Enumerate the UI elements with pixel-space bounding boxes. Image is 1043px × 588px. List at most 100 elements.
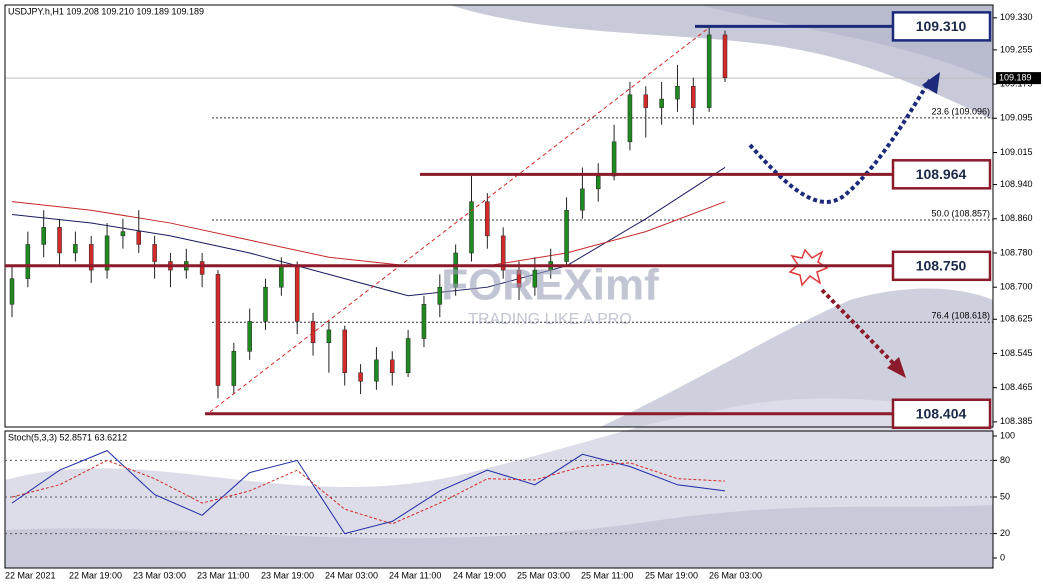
candle-body [722, 34, 728, 78]
candle-body [215, 274, 221, 386]
x-tick-label: 22 Mar 2021 [5, 570, 56, 580]
y-tick-label: 109.330 [1000, 12, 1033, 22]
candle-body [263, 286, 268, 322]
level-label: 108.750 [916, 258, 967, 274]
x-tick-label: 26 Mar 03:00 [709, 570, 762, 580]
candle-body [691, 85, 696, 108]
level-label: 108.964 [916, 166, 967, 182]
candle-body [659, 98, 664, 108]
candle-body [294, 265, 300, 322]
x-tick-label: 23 Mar 11:00 [197, 570, 249, 580]
current-price-box [996, 72, 1041, 85]
breakout-star [788, 248, 829, 287]
trend-line [209, 26, 711, 413]
y-tick-label: 108.625 [1000, 314, 1033, 324]
stoch-line [11, 459, 726, 525]
candle-body [706, 34, 712, 108]
stoch-line [11, 450, 726, 535]
stoch-tick-label: 0 [1000, 552, 1005, 562]
x-tick-label: 23 Mar 03:00 [133, 570, 186, 580]
watermark: FOREXimf [441, 261, 659, 310]
candle-body [25, 244, 31, 279]
stoch-frame [4, 430, 994, 569]
candle-body [358, 372, 363, 382]
candle-body [104, 235, 110, 271]
candle-body [437, 286, 443, 305]
forecast-arrow [748, 78, 932, 204]
candle-body [564, 209, 569, 262]
candle-body [88, 244, 94, 271]
x-tick-label: 22 Mar 19:00 [69, 570, 122, 580]
watermark-sub: TRADING LIKE A PRO [468, 311, 632, 328]
candle-body [342, 329, 347, 373]
y-tick-label: 108.545 [1000, 348, 1033, 358]
y-tick-label: 109.095 [1000, 113, 1033, 123]
y-tick-label: 109.255 [1000, 44, 1033, 54]
candle-body [231, 351, 237, 386]
y-tick-label: 109.015 [1000, 147, 1033, 157]
level-box [891, 250, 992, 282]
candle-body [136, 231, 142, 245]
candle-body [532, 269, 538, 288]
y-tick-label: 108.465 [1000, 382, 1033, 392]
candle-body [580, 188, 585, 211]
stoch-title: Stoch(5,3,3) 52.8571 63.6212 [8, 432, 127, 442]
y-tick-label: 108.860 [1000, 213, 1033, 223]
candle-body [390, 359, 395, 373]
candle-body [57, 227, 62, 254]
main-frame [4, 4, 994, 428]
bg-wave [5, 505, 993, 568]
level-box [891, 159, 992, 190]
moving-average [11, 201, 726, 267]
x-tick-label: 25 Mar 19:00 [645, 570, 698, 580]
forecast-arrow [820, 288, 897, 367]
candle-body [374, 359, 379, 382]
candle-body [247, 321, 252, 352]
candle-body [469, 201, 474, 254]
candle-body [627, 94, 633, 143]
fib-label: 50.0 (108.857) [931, 208, 990, 218]
x-tick-label: 25 Mar 03:00 [517, 570, 570, 580]
candle-body [595, 175, 601, 190]
y-tick-label: 108.940 [1000, 179, 1033, 189]
candle-body [199, 261, 205, 275]
candle-body [611, 141, 617, 177]
chart-title: USDJPY.h,H1 109.208 109.210 109.189 109.… [8, 6, 204, 16]
level-box [891, 398, 992, 429]
candle-body [120, 231, 126, 237]
level-label: 109.310 [916, 18, 967, 34]
candle-body [675, 85, 680, 100]
candle-body [73, 244, 78, 254]
y-tick-label: 108.780 [1000, 247, 1033, 257]
arrow-head [922, 72, 940, 94]
candle-body [405, 338, 411, 373]
bg-wave [600, 288, 993, 427]
x-tick-label: 24 Mar 03:00 [325, 570, 378, 580]
stoch-tick-label: 50 [1000, 491, 1010, 501]
y-tick-label: 108.385 [1000, 416, 1033, 426]
candle-body [310, 321, 316, 344]
plot [5, 26, 993, 399]
stoch-tick-label: 20 [1000, 528, 1010, 538]
candle-body [500, 235, 506, 271]
x-tick-label: 25 Mar 11:00 [581, 570, 633, 580]
level-box [891, 11, 992, 42]
candle-body [41, 227, 46, 245]
candle-body [152, 244, 157, 262]
arrow-head [887, 357, 906, 378]
fib-label: 23.6 (109.096) [931, 106, 990, 116]
candle-body [279, 265, 284, 288]
stoch-tick-label: 100 [1000, 430, 1015, 440]
level-label: 108.404 [916, 405, 967, 421]
fib-label: 76.4 (108.618) [931, 311, 990, 321]
candle-body [485, 201, 490, 237]
y-tick-label: 108.700 [1000, 282, 1033, 292]
candle-body [421, 304, 427, 339]
candle-body [516, 269, 522, 288]
stoch-tick-label: 80 [1000, 455, 1010, 465]
x-tick-label: 24 Mar 11:00 [389, 570, 441, 580]
candle-body [326, 329, 332, 344]
candle-body [9, 278, 15, 305]
candle-body [643, 94, 649, 108]
